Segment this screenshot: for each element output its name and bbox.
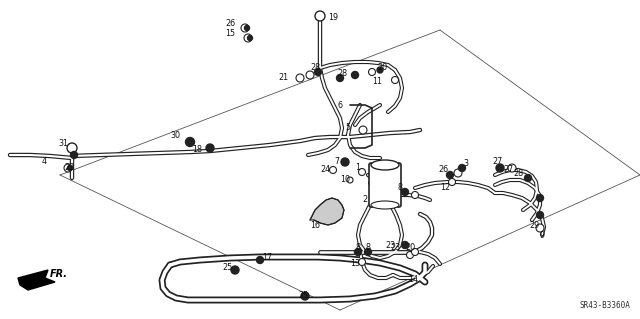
FancyBboxPatch shape	[369, 163, 401, 207]
Circle shape	[458, 165, 465, 172]
Text: 5: 5	[345, 123, 350, 132]
Text: SR43-B3360A: SR43-B3360A	[579, 301, 630, 310]
Text: 21: 21	[278, 73, 288, 83]
Circle shape	[401, 241, 408, 249]
Circle shape	[449, 179, 456, 186]
Text: 13: 13	[350, 258, 360, 268]
Text: 20: 20	[378, 63, 388, 72]
Text: 10: 10	[340, 175, 350, 184]
Circle shape	[67, 166, 72, 170]
Circle shape	[206, 144, 214, 152]
Text: 6: 6	[338, 100, 343, 109]
Text: 4: 4	[42, 158, 47, 167]
Text: 18: 18	[192, 145, 202, 154]
Circle shape	[231, 266, 239, 274]
Polygon shape	[18, 270, 55, 290]
Circle shape	[248, 35, 253, 41]
Circle shape	[347, 177, 353, 183]
Circle shape	[351, 71, 358, 78]
Text: 28: 28	[338, 70, 348, 78]
Text: 15: 15	[225, 29, 235, 39]
Circle shape	[67, 143, 77, 153]
Text: 28: 28	[310, 63, 320, 72]
Circle shape	[369, 69, 376, 76]
Text: 8: 8	[355, 243, 360, 253]
Circle shape	[365, 249, 371, 256]
Text: 14: 14	[408, 276, 418, 285]
Text: 25: 25	[298, 292, 308, 300]
Text: 29: 29	[530, 220, 540, 229]
Circle shape	[536, 211, 543, 219]
Circle shape	[306, 71, 314, 79]
Circle shape	[392, 77, 399, 84]
Text: 11: 11	[372, 78, 382, 86]
Circle shape	[406, 251, 413, 258]
Circle shape	[337, 75, 344, 81]
Text: 22: 22	[65, 164, 75, 173]
Text: 27: 27	[504, 166, 514, 174]
Text: 2: 2	[362, 196, 367, 204]
Text: 9: 9	[540, 231, 545, 240]
Text: 31: 31	[58, 139, 68, 149]
Text: 25: 25	[222, 263, 232, 272]
Ellipse shape	[371, 160, 399, 170]
Circle shape	[412, 191, 419, 198]
Circle shape	[359, 126, 367, 134]
Text: FR.: FR.	[50, 269, 68, 279]
Text: 27: 27	[492, 158, 502, 167]
Circle shape	[508, 164, 516, 172]
Circle shape	[314, 69, 321, 76]
Circle shape	[536, 224, 544, 232]
Circle shape	[341, 158, 349, 166]
Circle shape	[301, 292, 309, 300]
Circle shape	[241, 24, 249, 32]
Circle shape	[64, 164, 72, 172]
Text: 16: 16	[310, 220, 320, 229]
Text: 23: 23	[390, 243, 400, 253]
Text: 28: 28	[514, 169, 524, 179]
Text: 17: 17	[262, 254, 272, 263]
Text: 20: 20	[405, 243, 415, 253]
Text: 7: 7	[334, 158, 339, 167]
Circle shape	[70, 152, 77, 159]
Circle shape	[525, 174, 531, 182]
Text: 23: 23	[385, 241, 395, 249]
Text: 1: 1	[355, 164, 360, 173]
Polygon shape	[310, 198, 344, 225]
Text: 8: 8	[398, 183, 403, 192]
Circle shape	[244, 26, 250, 31]
Circle shape	[355, 249, 362, 256]
Circle shape	[454, 169, 462, 177]
Text: 26: 26	[438, 166, 448, 174]
Circle shape	[358, 168, 365, 175]
Circle shape	[296, 74, 304, 82]
Text: 24: 24	[320, 166, 330, 174]
Circle shape	[358, 258, 365, 265]
Circle shape	[447, 172, 454, 179]
Text: 3: 3	[463, 160, 468, 168]
Circle shape	[377, 67, 383, 73]
Circle shape	[401, 189, 408, 196]
Circle shape	[496, 164, 504, 172]
Circle shape	[186, 137, 195, 146]
Circle shape	[330, 167, 337, 174]
Text: 26: 26	[225, 19, 235, 28]
Text: 12: 12	[440, 183, 450, 192]
Circle shape	[315, 11, 325, 21]
Text: 30: 30	[170, 131, 180, 140]
Circle shape	[536, 195, 543, 202]
Circle shape	[244, 34, 252, 42]
Circle shape	[412, 249, 419, 256]
Circle shape	[257, 256, 264, 263]
Text: 8: 8	[365, 243, 370, 253]
Text: 19: 19	[328, 13, 338, 23]
Ellipse shape	[371, 201, 399, 209]
